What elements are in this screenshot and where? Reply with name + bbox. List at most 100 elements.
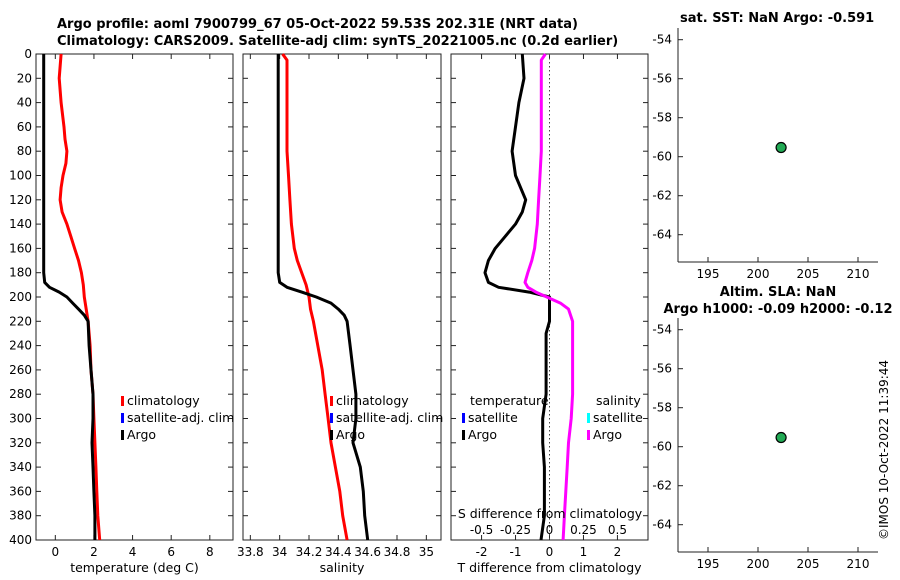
x-axis-label: salinity	[320, 560, 365, 575]
x-tick-label: 34.8	[384, 545, 411, 559]
y-tick-label: 360	[9, 484, 32, 498]
map-y-tick-label: -56	[652, 72, 672, 86]
sla-map-subtitle: Argo h1000: -0.09 h2000: -0.12	[663, 302, 892, 317]
t-legend-satellite-label: satellite	[468, 410, 518, 425]
y-tick-label: 320	[9, 436, 32, 450]
map-x-tick-label: 195	[697, 557, 720, 571]
x-axis-label: temperature (deg C)	[70, 560, 199, 575]
x-tick-label: 34.2	[296, 545, 323, 559]
map-x-tick-label: 205	[797, 267, 820, 281]
sla-map-panel: 195 200 205 210 -54 -56 -58 -60 -62 -64 Altim. SLA…	[652, 285, 892, 571]
y-tick-label: 380	[9, 509, 32, 523]
argo-position-marker	[775, 141, 787, 154]
series-line-s-argo	[523, 53, 575, 541]
y-tick-label: 20	[17, 71, 32, 85]
map-y-tick-label: -64	[652, 518, 672, 532]
map-x-tick-label: 205	[797, 557, 820, 571]
map-y-tick-label: -62	[652, 189, 672, 203]
map-y-tick-label: -58	[652, 111, 672, 125]
y-tick-label: 120	[9, 193, 32, 207]
x-tick-label: 8	[206, 545, 214, 559]
argo-position-marker	[775, 431, 787, 444]
t-legend-argo-swatch	[462, 430, 465, 440]
map-y-tick-label: -54	[652, 323, 672, 337]
x-tick-label: 0	[546, 545, 554, 559]
x-tick-label: 34.4	[325, 545, 352, 559]
t-legend-title: temperature	[470, 393, 549, 408]
temp-legend-2-label: Argo	[127, 427, 156, 442]
x-tick-label: -2	[476, 545, 488, 559]
sal-legend-2-swatch	[330, 430, 333, 440]
s-tick-label: 0	[546, 523, 554, 537]
s-tick-label: -0.5	[470, 523, 493, 537]
timestamp-stamp: ©IMOS 10-Oct-2022 11:39:44	[877, 360, 891, 540]
map-x-tick-label: 200	[747, 267, 770, 281]
y-tick-label: 400	[9, 533, 32, 547]
s-legend-title: salinity	[596, 393, 641, 408]
s-legend-argo-swatch	[587, 430, 590, 440]
map-y-tick-label: -62	[652, 479, 672, 493]
sal-legend-1-label: satellite-adj. clim	[336, 410, 443, 425]
map-x-tick-label: 200	[747, 557, 770, 571]
figure-title-line2: Climatology: CARS2009. Satellite-adj cli…	[57, 34, 618, 49]
salinity-panel: 33.8 34 34.2 34.4 34.6 34.8 35 salinity climatol…	[237, 53, 443, 575]
temp-legend-1-label: satellite-adj. clim	[127, 410, 234, 425]
s-tick-label: 0.5	[608, 523, 627, 537]
temp-legend-1-swatch	[121, 413, 124, 423]
map-y-tick-label: -60	[652, 440, 672, 454]
x-tick-label: 1	[580, 545, 588, 559]
x-tick-label: 6	[167, 545, 175, 559]
series-line-t-argo	[483, 53, 551, 541]
x-tick-label: 0	[51, 545, 59, 559]
y-tick-label: 180	[9, 266, 32, 280]
x-tick-label: 2	[614, 545, 622, 559]
y-tick-label: 100	[9, 169, 32, 183]
temp-legend-2-swatch	[121, 430, 124, 440]
y-tick-label: 80	[17, 144, 32, 158]
y-tick-label: 220	[9, 314, 32, 328]
y-tick-label: 200	[9, 290, 32, 304]
s-legend-satellite-swatch	[587, 413, 590, 423]
x-tick-label: 4	[129, 545, 137, 559]
sal-legend-2-label: Argo	[336, 427, 365, 442]
map-y-tick-label: -58	[652, 401, 672, 415]
y-tick-label: 160	[9, 241, 32, 255]
s-axis-label: S difference from climatology	[458, 506, 643, 521]
x-axis-label: T difference from climatology	[456, 560, 642, 575]
axes-frame	[242, 53, 442, 541]
y-tick-label: 260	[9, 363, 32, 377]
series-line-argo	[42, 54, 97, 540]
map-y-tick-label: -60	[652, 150, 672, 164]
temp-legend-0-label: climatology	[127, 393, 200, 408]
s-legend-satellite-label: satellite	[593, 410, 643, 425]
map-y-tick-label: -56	[652, 362, 672, 376]
sst-map-title: sat. SST: NaN Argo: -0.591	[680, 11, 874, 26]
t-legend-argo-label: Argo	[468, 427, 497, 442]
x-tick-label: 35	[419, 545, 434, 559]
s-tick-label: -0.25	[500, 523, 531, 537]
difference-panel: -2 -1 0 1 2T difference from climatology S di…	[450, 53, 649, 575]
t-legend-satellite-swatch	[462, 413, 465, 423]
sst-map-panel: 195 200 205 210 -54 -56 -58 -60 -62 -64 sat. SST: …	[652, 11, 878, 281]
x-tick-label: -1	[510, 545, 522, 559]
series-line-climatology	[57, 53, 102, 541]
map-x-tick-label: 195	[697, 267, 720, 281]
series-line-argo	[276, 54, 370, 541]
y-tick-label: 340	[9, 460, 32, 474]
y-tick-label: 300	[9, 412, 32, 426]
x-tick-label: 34.6	[354, 545, 381, 559]
x-tick-label: 33.8	[237, 545, 264, 559]
y-tick-label: 140	[9, 217, 32, 231]
y-tick-label: 240	[9, 339, 32, 353]
x-tick-label: 2	[90, 545, 98, 559]
sal-legend-1-swatch	[330, 413, 333, 423]
temperature-panel: 0 2 4 6 802040608010012014016018020022024026…	[9, 47, 234, 575]
y-tick-label: 40	[17, 96, 32, 110]
sal-legend-0-swatch	[330, 396, 333, 406]
series-line-climatology	[281, 53, 349, 541]
s-legend-argo-label: Argo	[593, 427, 622, 442]
map-y-tick-label: -54	[652, 33, 672, 47]
map-x-tick-label: 210	[847, 267, 870, 281]
y-tick-label: 280	[9, 387, 32, 401]
